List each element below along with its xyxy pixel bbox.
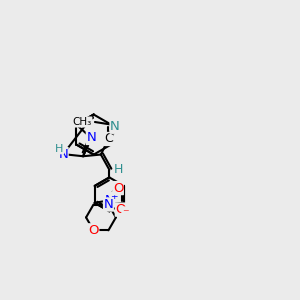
Text: N: N	[105, 194, 115, 207]
Text: O: O	[115, 203, 126, 216]
Text: N: N	[103, 198, 113, 211]
Text: N: N	[110, 120, 120, 133]
Text: +: +	[110, 192, 118, 201]
Text: O: O	[88, 224, 99, 237]
Text: CH₃: CH₃	[73, 117, 92, 127]
Text: O: O	[113, 182, 123, 195]
Text: C: C	[104, 133, 113, 146]
Text: H: H	[114, 163, 123, 176]
Text: N: N	[86, 131, 96, 144]
Text: H: H	[55, 144, 64, 154]
Text: ⁻: ⁻	[122, 207, 128, 220]
Text: N: N	[58, 148, 68, 160]
